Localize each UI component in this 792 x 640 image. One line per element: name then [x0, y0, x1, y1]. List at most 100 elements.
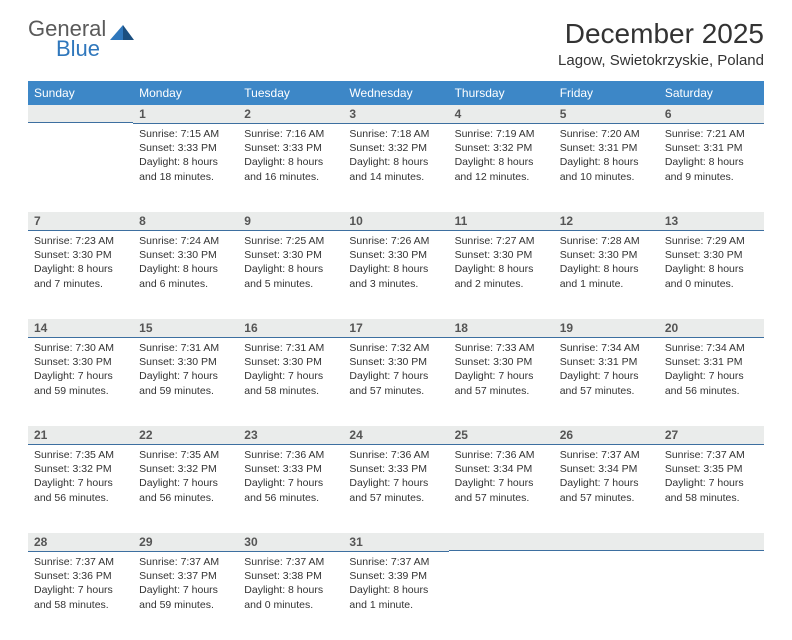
sunrise-text: Sunrise: 7:32 AM: [349, 341, 442, 355]
day-number: 29: [133, 533, 238, 552]
day-content: Sunrise: 7:37 AMSunset: 3:38 PMDaylight:…: [238, 552, 343, 618]
sunrise-text: Sunrise: 7:37 AM: [139, 555, 232, 569]
sunrise-text: Sunrise: 7:35 AM: [139, 448, 232, 462]
week-content-row: Sunrise: 7:15 AMSunset: 3:33 PMDaylight:…: [28, 124, 764, 212]
daylight-text: Daylight: 8 hours: [665, 262, 758, 276]
daylight-text: and 57 minutes.: [560, 384, 653, 398]
daylight-text: Daylight: 8 hours: [139, 155, 232, 169]
logo-text: General Blue: [28, 18, 106, 60]
sunset-text: Sunset: 3:32 PM: [455, 141, 548, 155]
sunset-text: Sunset: 3:37 PM: [139, 569, 232, 583]
sunrise-text: Sunrise: 7:24 AM: [139, 234, 232, 248]
day-number-cell: [659, 533, 764, 552]
day-cell: Sunrise: 7:18 AMSunset: 3:32 PMDaylight:…: [343, 124, 448, 212]
daylight-text: and 18 minutes.: [139, 170, 232, 184]
sunset-text: Sunset: 3:31 PM: [560, 355, 653, 369]
day-number-cell: [28, 105, 133, 124]
sunset-text: Sunset: 3:30 PM: [244, 248, 337, 262]
sunset-text: Sunset: 3:30 PM: [560, 248, 653, 262]
day-cell: Sunrise: 7:28 AMSunset: 3:30 PMDaylight:…: [554, 231, 659, 319]
daylight-text: and 57 minutes.: [349, 491, 442, 505]
daylight-text: Daylight: 8 hours: [244, 155, 337, 169]
sunrise-text: Sunrise: 7:37 AM: [560, 448, 653, 462]
daylight-text: Daylight: 8 hours: [349, 583, 442, 597]
day-number: 18: [449, 319, 554, 338]
day-cell: Sunrise: 7:33 AMSunset: 3:30 PMDaylight:…: [449, 338, 554, 426]
day-cell: Sunrise: 7:37 AMSunset: 3:37 PMDaylight:…: [133, 552, 238, 640]
daylight-text: and 56 minutes.: [139, 491, 232, 505]
day-number: 26: [554, 426, 659, 445]
day-content: Sunrise: 7:30 AMSunset: 3:30 PMDaylight:…: [28, 338, 133, 404]
week-content-row: Sunrise: 7:37 AMSunset: 3:36 PMDaylight:…: [28, 552, 764, 640]
day-content: Sunrise: 7:27 AMSunset: 3:30 PMDaylight:…: [449, 231, 554, 297]
sunrise-text: Sunrise: 7:28 AM: [560, 234, 653, 248]
day-cell: Sunrise: 7:34 AMSunset: 3:31 PMDaylight:…: [659, 338, 764, 426]
day-cell: Sunrise: 7:37 AMSunset: 3:39 PMDaylight:…: [343, 552, 448, 640]
sunset-text: Sunset: 3:33 PM: [244, 462, 337, 476]
day-number: 3: [343, 105, 448, 124]
day-number-cell: 26: [554, 426, 659, 445]
sunset-text: Sunset: 3:32 PM: [34, 462, 127, 476]
sunrise-text: Sunrise: 7:20 AM: [560, 127, 653, 141]
daylight-text: Daylight: 7 hours: [34, 369, 127, 383]
day-content: Sunrise: 7:35 AMSunset: 3:32 PMDaylight:…: [133, 445, 238, 511]
day-cell: Sunrise: 7:37 AMSunset: 3:36 PMDaylight:…: [28, 552, 133, 640]
sunrise-text: Sunrise: 7:37 AM: [34, 555, 127, 569]
day-number-row: 21222324252627: [28, 426, 764, 445]
daylight-text: and 56 minutes.: [244, 491, 337, 505]
sunrise-text: Sunrise: 7:33 AM: [455, 341, 548, 355]
day-cell: Sunrise: 7:34 AMSunset: 3:31 PMDaylight:…: [554, 338, 659, 426]
sunrise-text: Sunrise: 7:15 AM: [139, 127, 232, 141]
daylight-text: Daylight: 7 hours: [139, 583, 232, 597]
day-number: 16: [238, 319, 343, 338]
daylight-text: Daylight: 8 hours: [560, 155, 653, 169]
day-number: 31: [343, 533, 448, 552]
day-cell: Sunrise: 7:25 AMSunset: 3:30 PMDaylight:…: [238, 231, 343, 319]
day-number: 25: [449, 426, 554, 445]
day-cell: Sunrise: 7:36 AMSunset: 3:33 PMDaylight:…: [343, 445, 448, 533]
daylight-text: and 5 minutes.: [244, 277, 337, 291]
day-cell: Sunrise: 7:24 AMSunset: 3:30 PMDaylight:…: [133, 231, 238, 319]
day-cell: Sunrise: 7:19 AMSunset: 3:32 PMDaylight:…: [449, 124, 554, 212]
daylight-text: and 59 minutes.: [139, 384, 232, 398]
day-number: 17: [343, 319, 448, 338]
day-number: 15: [133, 319, 238, 338]
day-cell: [449, 552, 554, 640]
day-number-cell: 17: [343, 319, 448, 338]
empty-day-number: [659, 533, 764, 551]
day-content: Sunrise: 7:19 AMSunset: 3:32 PMDaylight:…: [449, 124, 554, 190]
sunrise-text: Sunrise: 7:37 AM: [665, 448, 758, 462]
daylight-text: Daylight: 8 hours: [349, 155, 442, 169]
daylight-text: Daylight: 8 hours: [349, 262, 442, 276]
day-number-cell: 21: [28, 426, 133, 445]
day-number: 8: [133, 212, 238, 231]
daylight-text: Daylight: 7 hours: [34, 583, 127, 597]
sunrise-text: Sunrise: 7:36 AM: [455, 448, 548, 462]
week-content-row: Sunrise: 7:23 AMSunset: 3:30 PMDaylight:…: [28, 231, 764, 319]
day-cell: Sunrise: 7:31 AMSunset: 3:30 PMDaylight:…: [133, 338, 238, 426]
weekday-header-row: Sunday Monday Tuesday Wednesday Thursday…: [28, 81, 764, 105]
daylight-text: Daylight: 7 hours: [139, 369, 232, 383]
empty-day-number: [449, 533, 554, 551]
sunset-text: Sunset: 3:33 PM: [349, 462, 442, 476]
day-number-cell: 20: [659, 319, 764, 338]
day-cell: Sunrise: 7:32 AMSunset: 3:30 PMDaylight:…: [343, 338, 448, 426]
day-number-cell: 16: [238, 319, 343, 338]
day-cell: Sunrise: 7:21 AMSunset: 3:31 PMDaylight:…: [659, 124, 764, 212]
weekday-header: Tuesday: [238, 81, 343, 105]
daylight-text: and 0 minutes.: [665, 277, 758, 291]
day-number-cell: 11: [449, 212, 554, 231]
daylight-text: Daylight: 7 hours: [244, 369, 337, 383]
daylight-text: and 57 minutes.: [455, 491, 548, 505]
sunset-text: Sunset: 3:30 PM: [349, 355, 442, 369]
sunrise-text: Sunrise: 7:26 AM: [349, 234, 442, 248]
sunset-text: Sunset: 3:39 PM: [349, 569, 442, 583]
day-cell: [28, 124, 133, 212]
day-number: 12: [554, 212, 659, 231]
daylight-text: Daylight: 8 hours: [244, 583, 337, 597]
day-number-cell: 15: [133, 319, 238, 338]
day-content: Sunrise: 7:31 AMSunset: 3:30 PMDaylight:…: [238, 338, 343, 404]
sunset-text: Sunset: 3:35 PM: [665, 462, 758, 476]
daylight-text: and 7 minutes.: [34, 277, 127, 291]
daylight-text: Daylight: 8 hours: [34, 262, 127, 276]
